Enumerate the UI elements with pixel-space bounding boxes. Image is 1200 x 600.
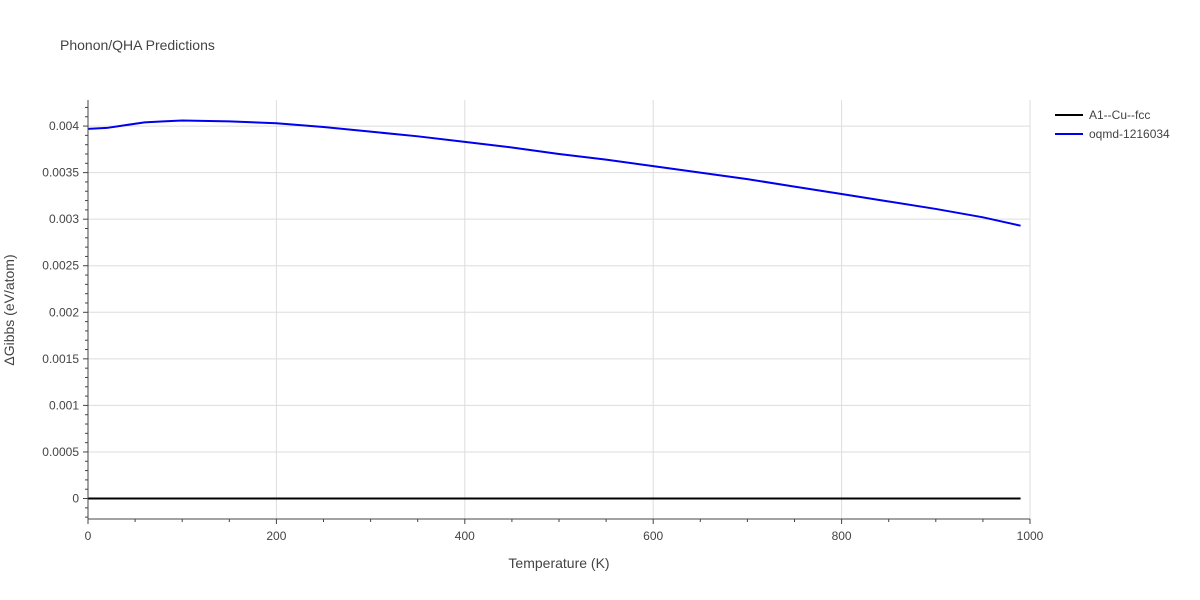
y-tick-label: 0.0035 — [42, 166, 79, 180]
legend-item-0[interactable]: A1--Cu--fcc — [1055, 108, 1150, 122]
y-tick-label: 0.001 — [49, 398, 79, 412]
legend-label: A1--Cu--fcc — [1089, 108, 1150, 122]
x-axis-ticks: 0 200 400 600 800 1000 — [85, 529, 1044, 543]
x-tick-label: 400 — [455, 529, 475, 543]
y-tick-label: 0.002 — [49, 305, 79, 319]
x-tick-label: 0 — [85, 529, 92, 543]
y-axis-ticks: 0 0.0005 0.001 0.0015 0.002 0.0025 0.003 0.0035… — [42, 119, 79, 505]
x-tick-label: 600 — [643, 529, 663, 543]
series-line-1 — [87, 119, 1021, 227]
axes — [83, 100, 1031, 524]
y-tick-label: 0.004 — [49, 119, 79, 133]
x-axis-label: Temperature (K) — [508, 555, 609, 571]
series-layer — [87, 119, 1021, 500]
legend[interactable]: A1--Cu--fcc oqmd-1216034 — [1055, 108, 1170, 141]
x-tick-label: 1000 — [1017, 529, 1044, 543]
y-tick-label: 0.0005 — [42, 445, 79, 459]
gridlines — [88, 100, 1031, 519]
chart-title: Phonon/QHA Predictions — [60, 37, 215, 53]
y-tick-label: 0.003 — [49, 212, 79, 226]
y-tick-label: 0 — [72, 492, 79, 506]
y-tick-label: 0.0025 — [42, 259, 79, 273]
x-tick-label: 800 — [832, 529, 852, 543]
y-tick-label: 0.0015 — [42, 352, 79, 366]
x-tick-label: 200 — [266, 529, 286, 543]
y-axis-label: ΔGibbs (eV/atom) — [1, 254, 17, 365]
legend-label: oqmd-1216034 — [1089, 127, 1170, 141]
legend-item-1[interactable]: oqmd-1216034 — [1055, 127, 1170, 141]
